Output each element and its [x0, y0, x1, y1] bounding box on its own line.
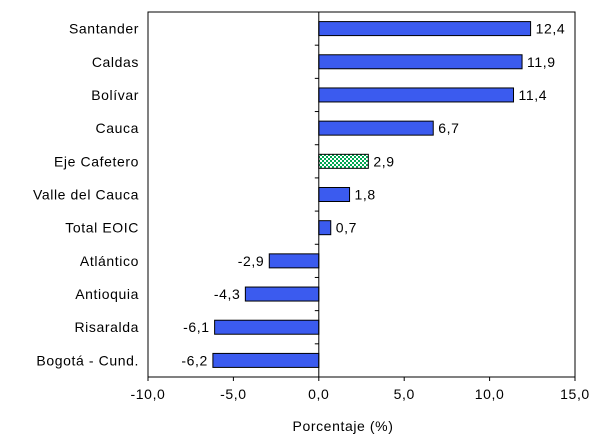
value-label: 11,9 — [527, 54, 556, 70]
x-tick-label: 5,0 — [394, 386, 415, 402]
bar — [318, 187, 351, 202]
value-label: 6,7 — [438, 120, 459, 136]
bars-group — [212, 21, 532, 368]
value-label: -2,9 — [238, 253, 265, 269]
bar — [318, 54, 523, 70]
category-label: Antioquia — [75, 286, 139, 302]
category-label: Eje Cafetero — [54, 153, 139, 169]
value-labels: 12,4 11,9 11,4 6,7 2,9 1,8 0,7 -2,9 -4,3 -6,1 -6,2 — [181, 21, 566, 369]
bar — [244, 286, 320, 302]
x-axis: -10,0 -5,0 0,0 5,0 10,0 15,0 — [131, 11, 590, 402]
category-labels: Santander Caldas Bolívar Cauca Eje Cafetero V… — [33, 21, 139, 369]
bar — [214, 319, 320, 335]
bar — [268, 253, 320, 269]
value-label: 12,4 — [536, 21, 566, 37]
bar-highlighted — [318, 153, 369, 169]
bar — [318, 21, 532, 37]
category-label: Bolívar — [91, 87, 139, 103]
value-label: 11,4 — [519, 87, 548, 103]
category-label: Valle del Cauca — [33, 187, 139, 203]
value-label: -6,2 — [181, 352, 208, 368]
plot-area — [147, 11, 576, 378]
value-label: 2,9 — [373, 153, 394, 169]
bar — [212, 352, 320, 368]
x-tick-label: 15,0 — [560, 386, 590, 402]
value-label: 1,8 — [355, 187, 376, 203]
value-label: -6,1 — [183, 319, 210, 335]
value-label: -4,3 — [214, 286, 241, 302]
bar — [318, 220, 332, 236]
category-label: Total EOIC — [65, 220, 139, 236]
category-label: Risaralda — [74, 319, 139, 335]
bar — [318, 120, 434, 136]
x-axis-title: Porcentaje (%) — [293, 418, 394, 434]
category-label: Cauca — [96, 120, 139, 136]
category-label: Caldas — [92, 54, 139, 70]
category-label: Bogotá - Cund. — [36, 352, 139, 368]
value-label: 0,7 — [336, 220, 357, 236]
bar — [318, 87, 515, 103]
x-tick-label: -10,0 — [131, 386, 166, 402]
x-tick-label: 10,0 — [475, 386, 505, 402]
x-tick-label: -5,0 — [220, 386, 247, 402]
category-label: Santander — [69, 21, 139, 37]
category-label: Atlántico — [80, 253, 139, 269]
x-tick-label: 0,0 — [308, 386, 329, 402]
